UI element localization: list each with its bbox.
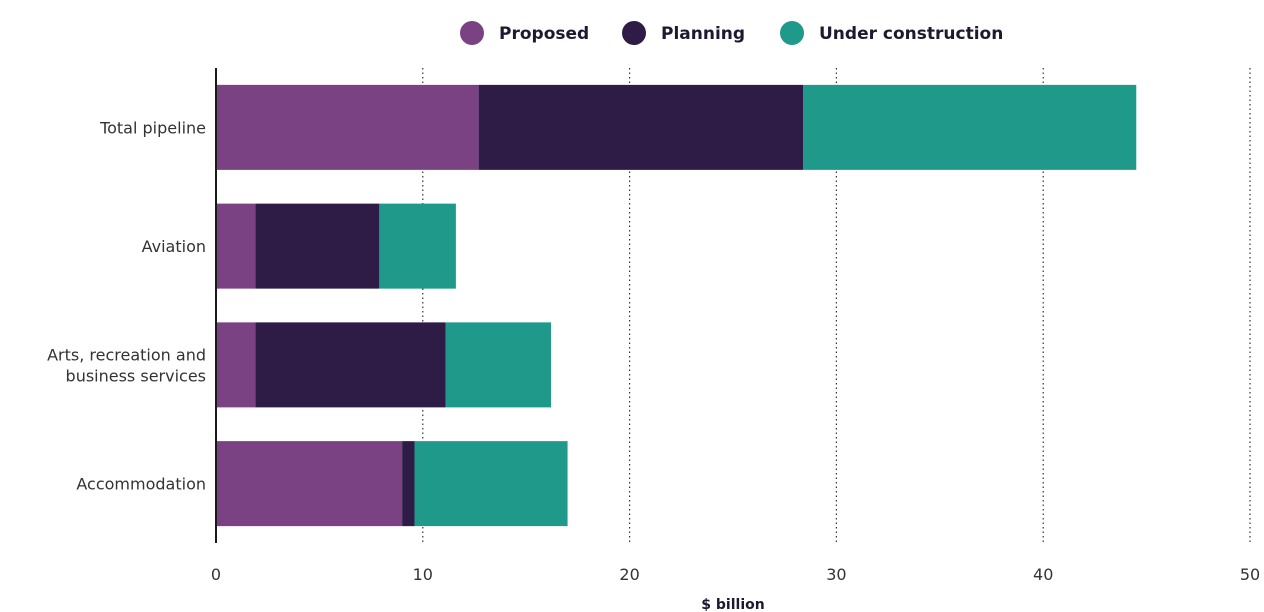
x-tick-labels: 0 10 20 30 40 50 (211, 565, 1260, 584)
bars (216, 84, 1137, 527)
legend-swatch-proposed (460, 21, 484, 45)
bar-under-construction-0 (803, 84, 1137, 170)
bar-proposed-3 (216, 441, 403, 527)
bar-under-construction-3 (414, 441, 568, 527)
bar-proposed-0 (216, 84, 479, 170)
bar-under-construction-1 (379, 203, 456, 289)
x-tick-label: 10 (413, 565, 433, 584)
category-label: Accommodation (76, 475, 206, 494)
legend-swatch-under-construction (780, 21, 804, 45)
category-labels: Total pipeline Aviation Arts, recreation a… (47, 118, 206, 493)
x-axis-title: $ billion (701, 597, 764, 612)
bar-planning-1 (255, 203, 380, 289)
x-tick-label: 40 (1033, 565, 1053, 584)
bar-proposed-1 (216, 203, 256, 289)
bar-planning-0 (478, 84, 804, 170)
x-tick-label: 50 (1240, 565, 1260, 584)
bar-planning-3 (402, 441, 415, 527)
bar-proposed-2 (216, 322, 256, 408)
category-label: Aviation (142, 237, 206, 256)
bar-under-construction-2 (445, 322, 552, 408)
category-label: Arts, recreation and (47, 345, 206, 364)
x-tick-label: 20 (619, 565, 639, 584)
legend-label: Under construction (819, 24, 1003, 44)
x-tick-label: 30 (826, 565, 846, 584)
bar-planning-2 (255, 322, 446, 408)
legend-label: Proposed (499, 24, 589, 44)
x-tick-label: 0 (211, 565, 221, 584)
legend: Proposed Planning Under construction (460, 21, 1003, 45)
legend-swatch-planning (622, 21, 646, 45)
category-label: Total pipeline (99, 118, 206, 137)
legend-label: Planning (661, 24, 745, 44)
category-label: business services (66, 366, 206, 385)
